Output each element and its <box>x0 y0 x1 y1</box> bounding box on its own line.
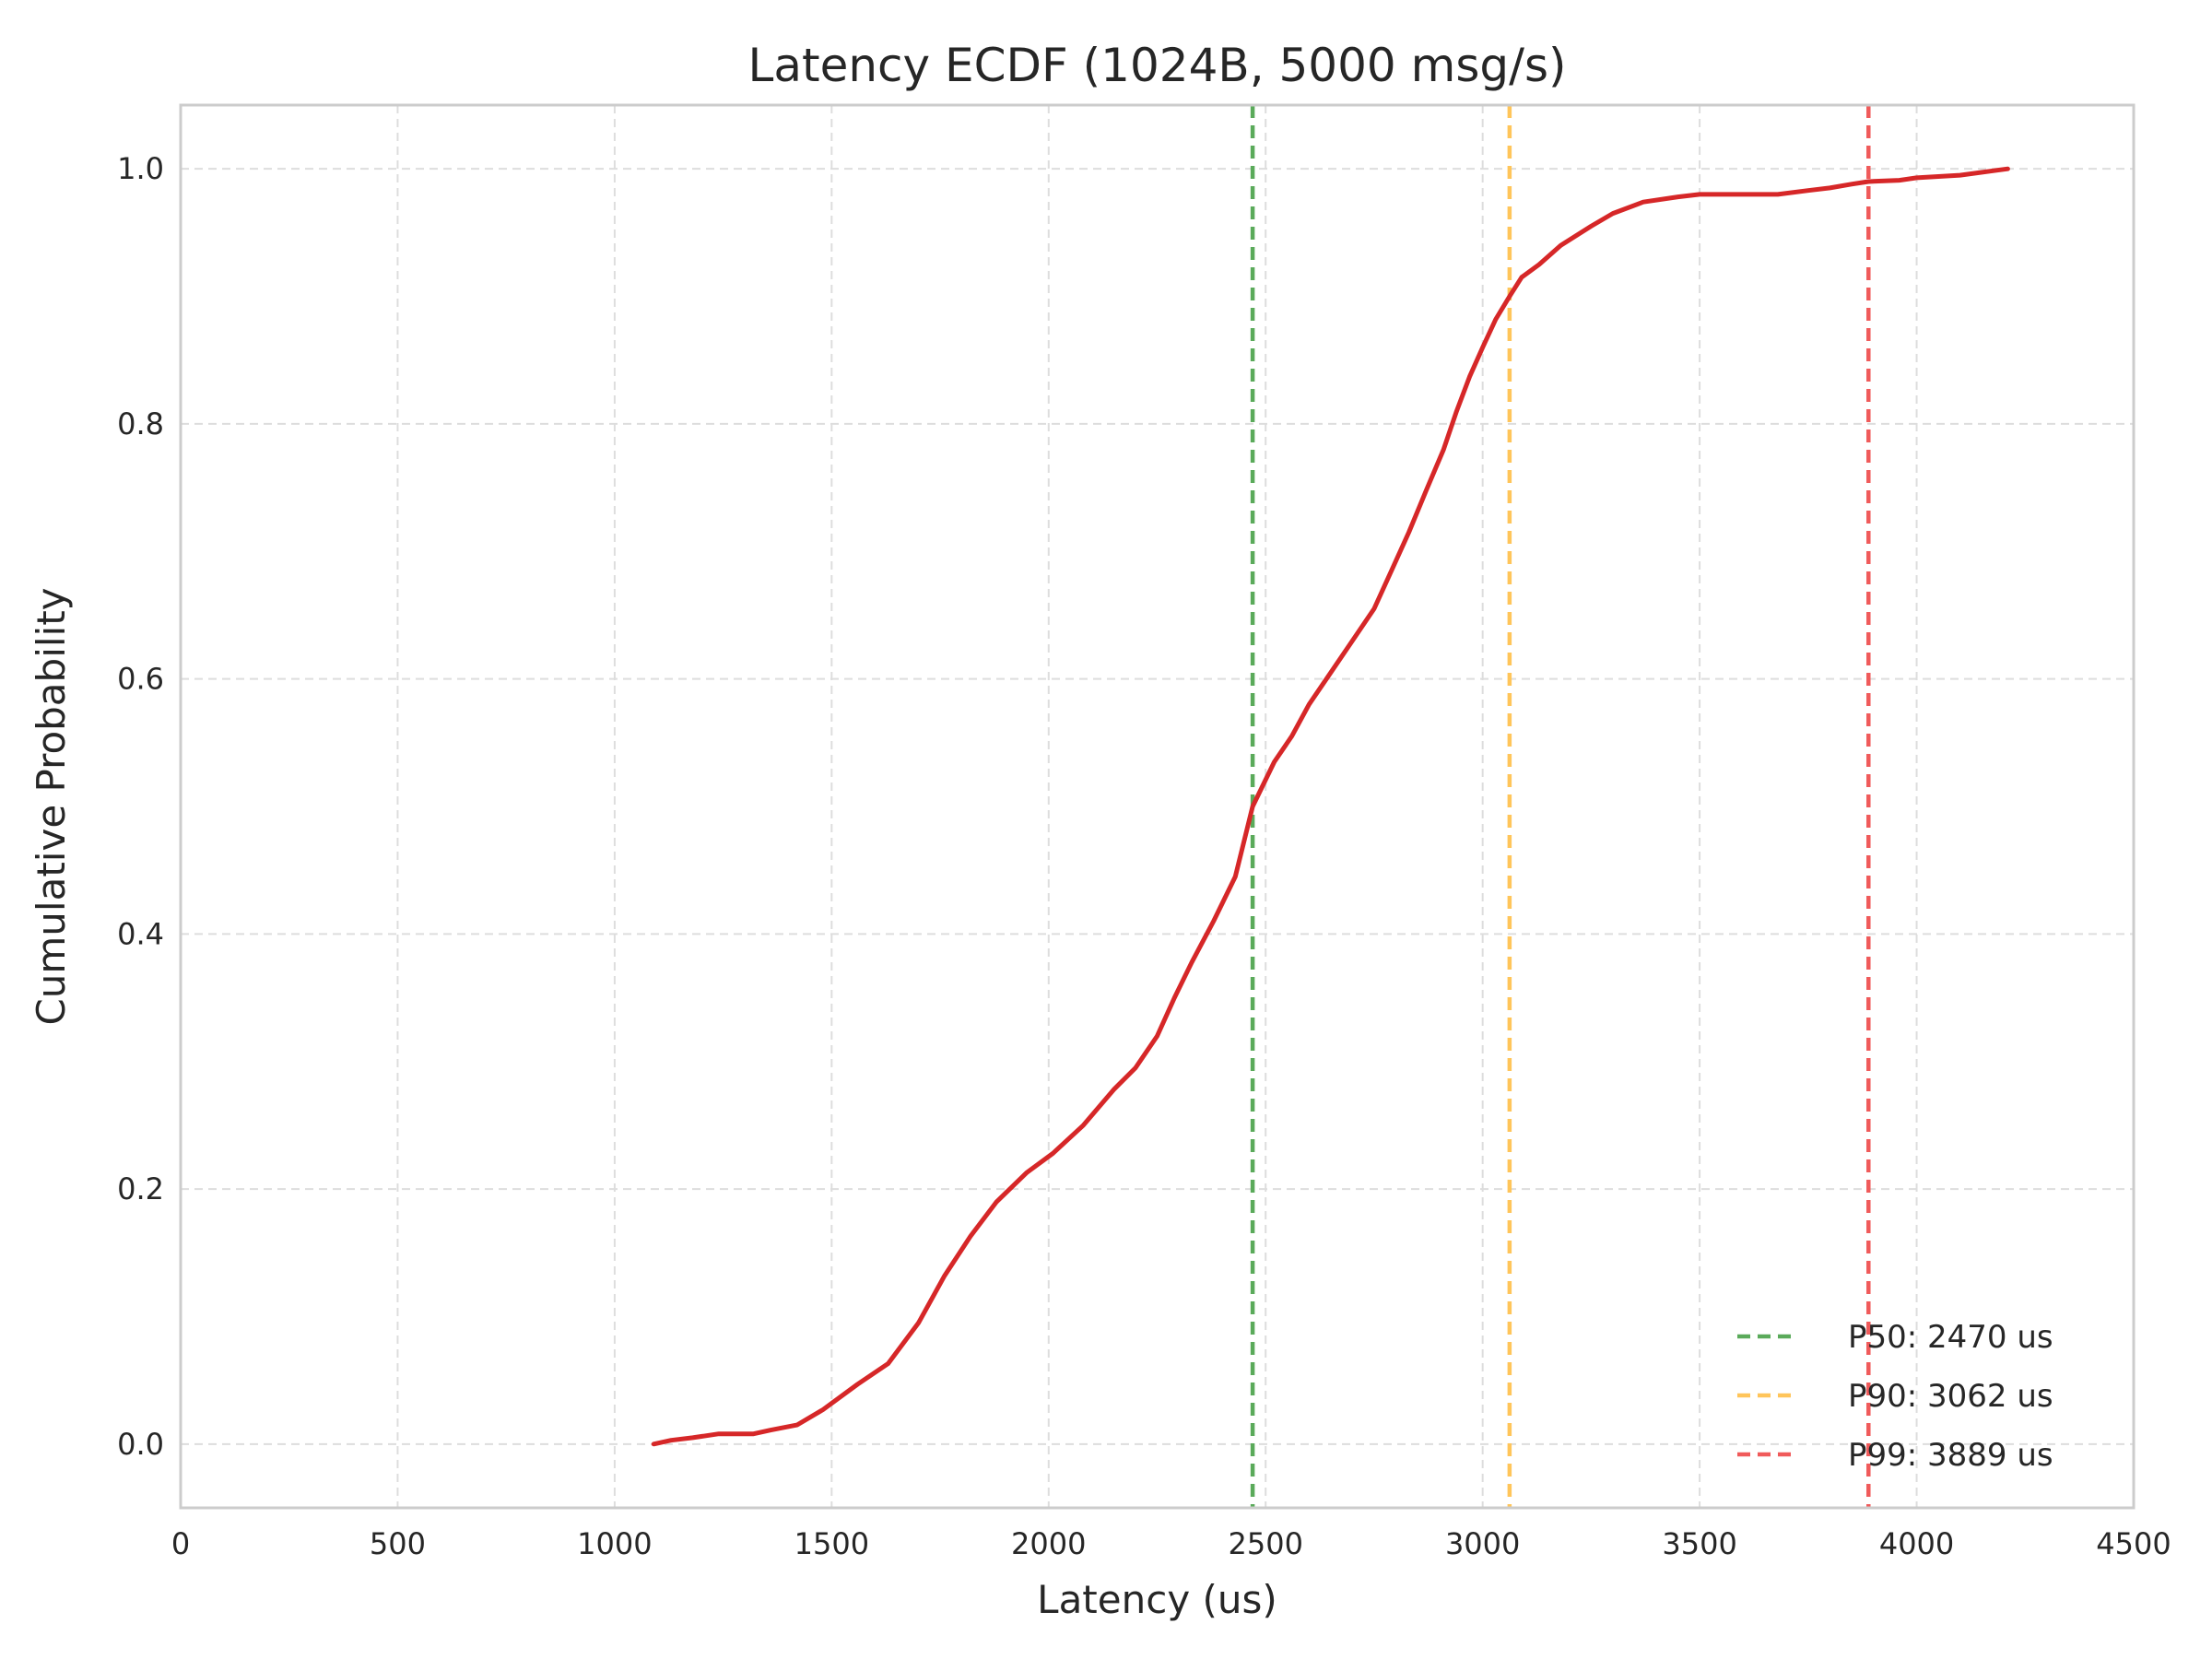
x-tick-label: 3000 <box>1445 1526 1520 1561</box>
y-tick-label: 1.0 <box>117 151 164 186</box>
legend-label: P99: 3889 us <box>1848 1437 2053 1474</box>
y-tick-label: 0.6 <box>117 662 164 697</box>
x-tick-label: 1000 <box>577 1526 652 1561</box>
y-tick-label: 0.2 <box>117 1171 164 1206</box>
ecdf-line <box>651 166 2010 1447</box>
y-axis-ticks: 0.0 0.2 0.4 0.6 0.8 1.0 <box>117 151 164 1462</box>
x-tick-label: 500 <box>370 1526 426 1561</box>
y-tick-label: 0.0 <box>117 1427 164 1462</box>
x-tick-label: 4000 <box>1879 1526 1954 1561</box>
x-tick-label: 2000 <box>1011 1526 1086 1561</box>
x-tick-label: 0 <box>171 1526 190 1561</box>
series-layer <box>651 166 2010 1447</box>
x-tick-label: 1500 <box>794 1526 869 1561</box>
y-tick-label: 0.4 <box>117 916 164 951</box>
y-axis-title: Cumulative Probability <box>29 587 74 1025</box>
plot-frame <box>179 103 2136 1510</box>
y-tick-label: 0.8 <box>117 406 164 441</box>
legend-label: P90: 3062 us <box>1848 1378 2053 1415</box>
x-axis-ticks: 0 500 1000 1500 2000 2500 3000 3500 4000 4500 <box>171 1526 2171 1561</box>
legend: P50: 2470 us P90: 3062 us P99: 3889 us <box>1737 1319 2053 1474</box>
legend-label: P50: 2470 us <box>1848 1319 2053 1356</box>
x-axis-title: Latency (us) <box>1037 1577 1277 1622</box>
x-tick-label: 2500 <box>1229 1526 1303 1561</box>
x-tick-label: 3500 <box>1662 1526 1736 1561</box>
chart-title: Latency ECDF (1024B, 5000 msg/s) <box>747 39 1566 92</box>
x-tick-label: 4500 <box>2096 1526 2171 1561</box>
